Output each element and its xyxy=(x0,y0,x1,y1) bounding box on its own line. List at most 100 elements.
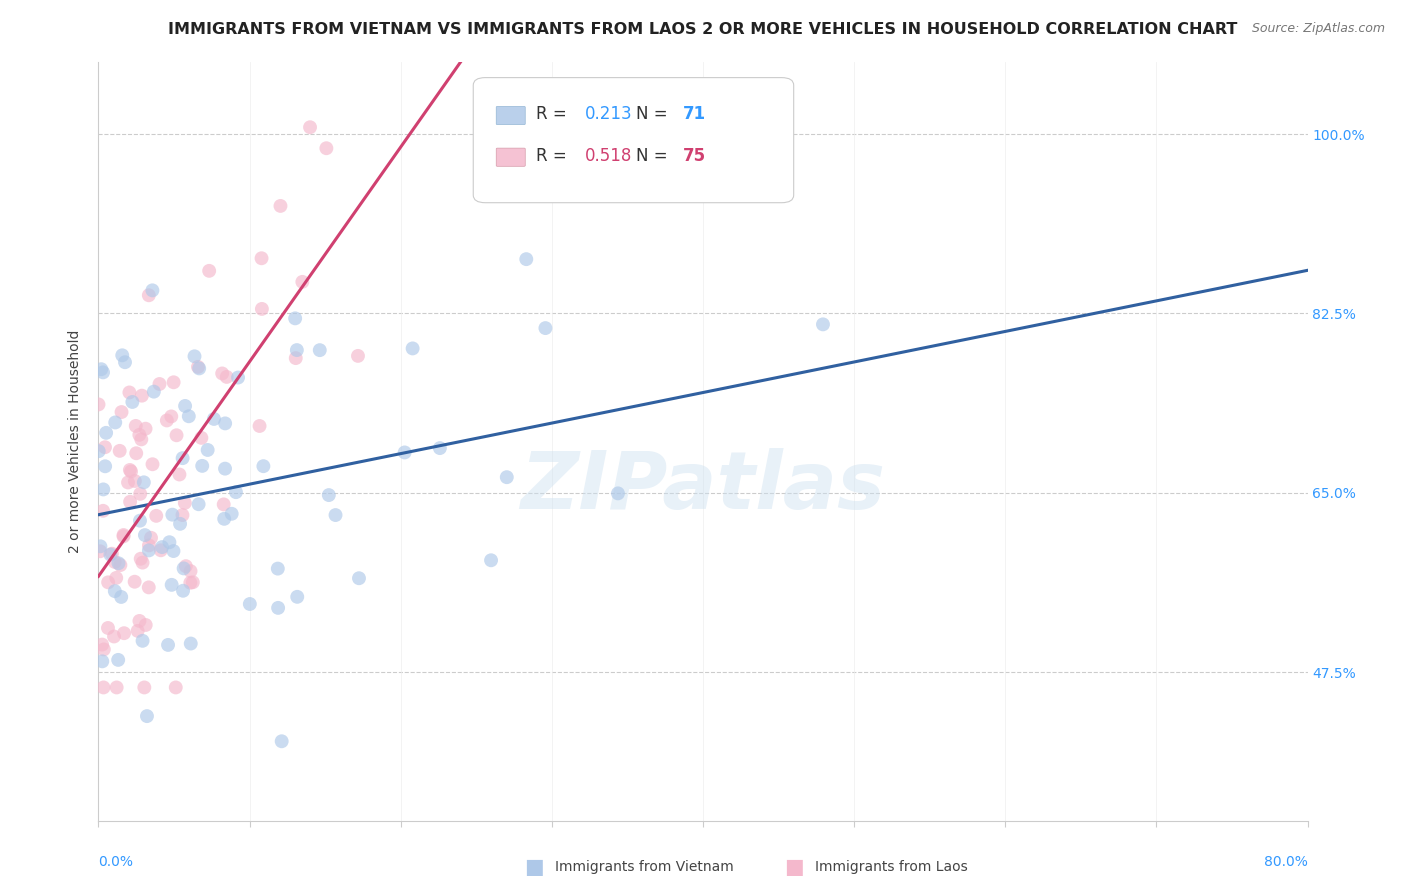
Text: 80.0%: 80.0% xyxy=(1264,855,1308,869)
Text: ■: ■ xyxy=(524,857,544,877)
Point xyxy=(534,321,557,335)
Point xyxy=(128,614,150,628)
Point xyxy=(117,475,139,490)
Point xyxy=(198,264,221,278)
Point xyxy=(118,463,141,477)
Point xyxy=(177,409,200,424)
Text: 71: 71 xyxy=(682,105,706,123)
Text: IMMIGRANTS FROM VIETNAM VS IMMIGRANTS FROM LAOS 2 OR MORE VEHICLES IN HOUSEHOLD : IMMIGRANTS FROM VIETNAM VS IMMIGRANTS FR… xyxy=(169,22,1237,37)
Text: 0.0%: 0.0% xyxy=(98,855,134,869)
Point xyxy=(107,556,129,570)
Point xyxy=(150,540,173,554)
Point xyxy=(811,318,834,332)
Text: R =: R = xyxy=(536,146,567,165)
Point xyxy=(318,488,340,502)
Point xyxy=(101,547,124,561)
Point xyxy=(187,359,209,374)
Point xyxy=(104,555,127,569)
Point xyxy=(138,580,160,594)
Point xyxy=(149,543,172,558)
Point xyxy=(87,444,110,458)
Point xyxy=(90,362,112,376)
Text: N =: N = xyxy=(637,146,668,165)
Point xyxy=(94,425,117,440)
Point xyxy=(187,497,209,511)
Point xyxy=(429,441,451,455)
Point xyxy=(179,575,201,590)
Point xyxy=(110,405,132,419)
Point xyxy=(607,486,630,500)
Point xyxy=(401,342,423,356)
FancyBboxPatch shape xyxy=(474,78,793,202)
Point xyxy=(138,543,160,558)
Point xyxy=(270,734,292,748)
Point xyxy=(166,428,188,442)
Text: 75: 75 xyxy=(682,146,706,165)
Point xyxy=(141,284,163,298)
Point xyxy=(202,412,225,426)
FancyBboxPatch shape xyxy=(496,106,526,125)
Point xyxy=(172,508,194,522)
Point xyxy=(132,475,155,490)
Point xyxy=(211,367,233,381)
Point xyxy=(325,508,347,522)
Point xyxy=(267,600,290,615)
Point xyxy=(479,553,502,567)
Point xyxy=(112,528,135,542)
Point xyxy=(118,385,141,400)
Point xyxy=(104,584,127,599)
Point xyxy=(495,470,517,484)
FancyBboxPatch shape xyxy=(496,148,526,166)
Point xyxy=(138,288,160,302)
Point xyxy=(124,574,146,589)
Text: R =: R = xyxy=(536,105,567,123)
Point xyxy=(100,548,122,562)
Point xyxy=(134,528,156,542)
Text: Source: ZipAtlas.com: Source: ZipAtlas.com xyxy=(1251,22,1385,36)
Point xyxy=(129,514,152,528)
Point xyxy=(190,431,212,445)
Point xyxy=(188,361,211,376)
Point xyxy=(111,348,134,362)
Point xyxy=(157,638,180,652)
Point xyxy=(87,397,110,411)
Point xyxy=(172,583,194,598)
Point xyxy=(181,575,204,590)
Point xyxy=(197,442,219,457)
Point xyxy=(174,559,197,574)
Point xyxy=(94,459,117,474)
Point xyxy=(89,539,111,553)
Point xyxy=(347,349,370,363)
Point xyxy=(249,419,271,434)
Text: N =: N = xyxy=(637,105,668,123)
Point xyxy=(285,343,308,357)
Point xyxy=(191,458,214,473)
Point xyxy=(174,399,197,413)
Point xyxy=(131,433,153,447)
Point xyxy=(107,653,129,667)
Point xyxy=(93,642,115,657)
Point xyxy=(125,418,148,433)
Point xyxy=(162,508,184,522)
Point xyxy=(165,681,187,695)
Point xyxy=(169,467,191,482)
Y-axis label: 2 or more Vehicles in Household: 2 or more Vehicles in Household xyxy=(69,330,83,553)
Point xyxy=(394,445,416,459)
Point xyxy=(221,507,243,521)
Point xyxy=(250,301,273,316)
Point xyxy=(160,409,183,424)
Point xyxy=(239,597,262,611)
Point xyxy=(225,485,247,500)
Text: Immigrants from Vietnam: Immigrants from Vietnam xyxy=(555,860,734,874)
Point xyxy=(162,376,184,390)
Point xyxy=(142,384,165,399)
Point xyxy=(285,590,308,604)
Point xyxy=(252,459,274,474)
Point xyxy=(91,365,114,379)
Point xyxy=(214,461,236,475)
Text: 0.518: 0.518 xyxy=(585,146,631,165)
Point xyxy=(136,709,159,723)
Point xyxy=(112,529,135,543)
Point xyxy=(91,638,114,652)
Point xyxy=(141,457,163,471)
